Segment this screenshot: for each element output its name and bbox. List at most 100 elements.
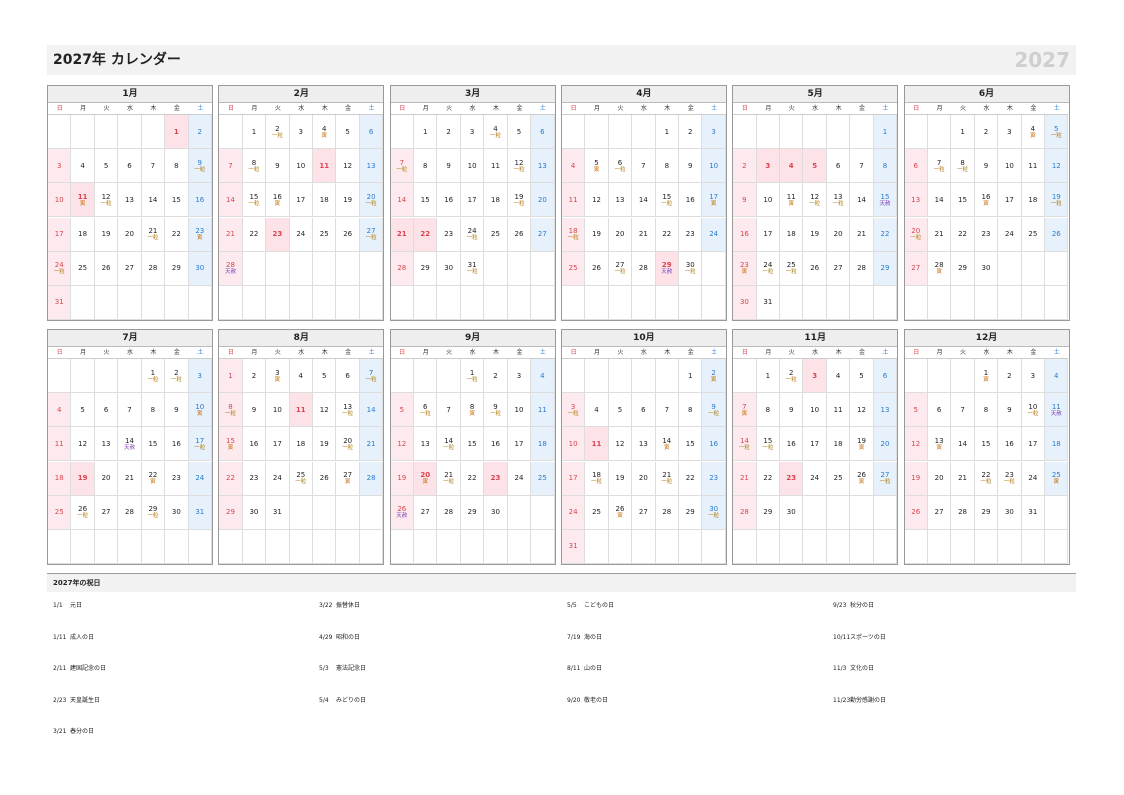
day-cell: 14 xyxy=(141,183,166,218)
day-number: 24 xyxy=(54,261,64,270)
day-note: 一粒 xyxy=(1050,132,1062,139)
day-number: 11 xyxy=(1051,402,1061,411)
day-number: 20 xyxy=(638,474,648,483)
day-number: 22 xyxy=(685,474,695,483)
day-number: 4 xyxy=(493,124,498,133)
day-note: 一粒 xyxy=(567,235,579,242)
weekday: 火 xyxy=(780,347,804,359)
day-cell xyxy=(390,285,415,320)
day-cell: 2 xyxy=(998,359,1022,394)
day-number: 15 xyxy=(226,436,235,445)
day-cell: 21 xyxy=(390,217,415,252)
day-cell: 12 一粒 xyxy=(803,183,827,218)
day-number: 3 xyxy=(765,161,771,170)
day-cell: 12 xyxy=(390,427,415,462)
holiday-name: スポーツの日 xyxy=(850,633,886,641)
month-name: 1月 xyxy=(48,86,212,103)
day-number: 18 xyxy=(1028,195,1038,204)
day-cell: 19 xyxy=(71,461,95,496)
day-number: 9 xyxy=(174,405,179,414)
day-number: 16 xyxy=(491,439,500,448)
day-cell: 22 xyxy=(242,217,267,252)
day-cell: 23 xyxy=(679,217,703,252)
day-number: 25 xyxy=(296,471,306,480)
weekday: 水 xyxy=(632,347,656,359)
day-cell: 17 xyxy=(803,427,827,462)
day-number: 26 xyxy=(911,508,921,517)
day-number: 26 xyxy=(1051,230,1061,239)
day-number: 28 xyxy=(125,508,134,517)
weekday: 日 xyxy=(390,103,415,115)
day-note: 寅 xyxy=(710,376,717,383)
day-cell: 22 xyxy=(165,217,189,252)
day-number: 23 xyxy=(685,230,695,239)
day-note: 一粒 xyxy=(396,166,408,173)
day-cell: 9 xyxy=(780,393,804,428)
day-number: 21 xyxy=(958,474,968,483)
day-cell xyxy=(118,285,142,320)
day-cell: 24 xyxy=(188,461,212,496)
day-number: 8 xyxy=(960,158,965,167)
day-cell: 14 xyxy=(951,427,975,462)
day-cell: 26 xyxy=(507,217,532,252)
day-cell: 3 xyxy=(289,115,313,150)
day-number: 2 xyxy=(688,127,693,136)
day-number: 25 xyxy=(537,474,547,483)
day-cell: 17 xyxy=(998,183,1022,218)
day-note: 一粒 xyxy=(365,376,377,383)
weekday: 金 xyxy=(850,103,874,115)
day-cell: 27 xyxy=(632,495,656,530)
day-cell: 13 一粒 xyxy=(336,393,360,428)
weekday: 月 xyxy=(756,347,781,359)
day-cell xyxy=(679,285,703,320)
day-cell: 28 xyxy=(951,495,975,530)
day-number: 25 xyxy=(592,508,601,517)
day-cell: 19 xyxy=(313,427,337,462)
day-cell: 5 xyxy=(390,393,415,428)
day-note: 一粒 xyxy=(661,200,673,207)
day-cell: 18 一粒 xyxy=(585,461,609,496)
day-cell xyxy=(608,529,633,564)
weekday: 日 xyxy=(904,347,928,359)
day-number: 24 xyxy=(272,474,282,483)
day-cell xyxy=(71,359,95,394)
day-cell: 2 一粒 xyxy=(266,115,290,150)
day-cell: 23 xyxy=(974,217,999,252)
day-number: 9 xyxy=(197,158,202,167)
day-cell: 22 xyxy=(414,217,438,252)
day-note: 一粒 xyxy=(490,132,502,139)
day-number: 18 xyxy=(786,230,796,239)
holiday-item: 5/5 こどもの日 xyxy=(567,602,614,610)
day-cell: 24 一粒 xyxy=(756,251,781,286)
day-cell: 23 xyxy=(266,217,290,252)
holiday-header: 2027年の祝日 xyxy=(47,573,1076,592)
day-cell: 30 一粒 xyxy=(679,251,703,286)
day-cell: 26 xyxy=(904,495,928,530)
day-cell: 9 xyxy=(998,393,1022,428)
day-cell xyxy=(585,529,609,564)
day-cell xyxy=(359,285,384,320)
weekday: 土 xyxy=(531,103,555,115)
day-cell: 1 xyxy=(951,115,975,150)
day-cell: 27 xyxy=(904,251,928,286)
day-number: 3 xyxy=(469,127,475,136)
day-cell: 16 xyxy=(733,217,757,252)
day-cell: 2 一粒 xyxy=(780,359,804,394)
day-cell xyxy=(313,285,337,320)
day-number: 8 xyxy=(882,161,888,170)
day-cell: 2 xyxy=(733,149,757,184)
day-cell: 21 一粒 xyxy=(437,461,461,496)
weekday: 火 xyxy=(951,347,975,359)
day-cell xyxy=(141,115,166,150)
day-cell: 19 xyxy=(608,461,633,496)
day-number: 13 xyxy=(537,161,547,170)
holiday-name: 憲法記念日 xyxy=(336,665,367,672)
day-cell: 26 寅 xyxy=(608,495,633,530)
day-number: 22 xyxy=(171,230,181,239)
day-number: 26 xyxy=(397,505,407,514)
holiday-date: 11/23 xyxy=(833,696,851,704)
day-number: 20 xyxy=(366,192,376,201)
day-number: 3 xyxy=(1030,371,1036,380)
day-cell: 23 xyxy=(484,461,508,496)
holiday-item: 2/23 天皇誕生日 xyxy=(53,697,100,705)
